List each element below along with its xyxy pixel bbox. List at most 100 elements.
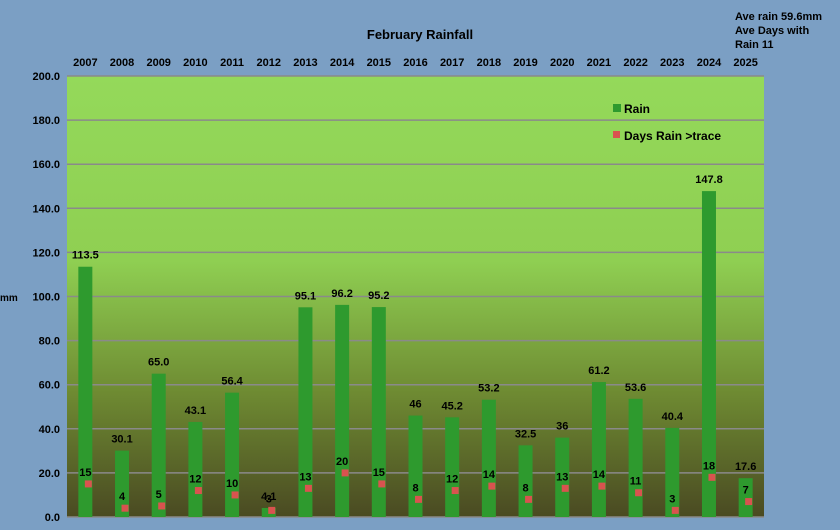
days-marker [84,480,92,488]
rain-data-label: 32.5 [515,428,536,440]
x-tick-label: 2011 [220,57,244,69]
rain-data-label: 40.4 [662,411,684,423]
days-data-label: 20 [336,456,348,468]
days-data-label: 5 [156,489,162,501]
legend-days-label: Days Rain >trace [624,129,721,143]
rain-data-label: 53.2 [478,383,499,395]
rain-data-label: 61.2 [588,365,609,377]
x-tick-label: 2017 [440,57,464,69]
days-marker [745,498,753,506]
x-tick-label: 2025 [733,57,757,69]
x-tick-label: 2012 [257,57,281,69]
rain-bar [518,445,533,517]
x-tick-label: 2018 [477,57,501,69]
days-data-label: 8 [522,482,528,494]
rain-bar [188,421,203,517]
days-data-label: 11 [630,476,642,488]
days-marker [488,482,496,490]
days-data-label: 3 [669,493,675,505]
rain-bar [78,266,93,517]
days-marker [268,506,276,514]
rain-bar [701,191,716,517]
legend-rain-label: Rain [624,102,650,116]
y-tick-label: 140.0 [32,203,60,215]
x-tick-label: 2016 [403,57,427,69]
rain-data-label: 95.2 [368,290,389,302]
x-tick-label: 2015 [367,57,391,69]
rain-bar [408,415,423,517]
rain-bar [445,417,460,517]
rain-data-label: 30.1 [111,434,132,446]
rain-bar [115,450,130,517]
y-tick-label: 80.0 [39,336,60,348]
y-tick-label: 40.0 [39,424,60,436]
days-data-label: 13 [556,471,568,483]
rain-bar [225,392,240,517]
x-tick-label: 2010 [183,57,207,69]
rain-bar [371,307,386,517]
days-marker [451,487,459,495]
x-tick-label: 2009 [146,57,170,69]
y-tick-label: 180.0 [32,115,60,127]
days-marker [671,506,679,514]
rain-data-label: 96.2 [331,288,352,300]
rain-bar [628,398,643,517]
rain-data-label: 65.0 [148,357,169,369]
rain-data-label: 45.2 [441,400,462,412]
rain-data-label: 17.6 [735,461,756,473]
x-tick-label: 2019 [513,57,537,69]
days-data-label: 18 [703,460,715,472]
rain-bar [591,382,606,517]
days-data-label: 15 [79,467,91,479]
gridlines [67,75,764,518]
days-data-label: 8 [412,482,418,494]
rain-data-label: 46 [409,399,421,411]
x-tick-label: 2008 [110,57,134,69]
days-marker [341,469,349,477]
y-tick-label: 120.0 [32,247,60,259]
days-marker [415,495,422,503]
days-data-label: 7 [743,485,749,497]
days-marker [598,482,606,490]
x-tick-label: 2013 [293,57,317,69]
rain-bar [298,307,313,517]
x-tick-label: 2007 [73,57,97,69]
y-tick-label: 0.0 [45,512,60,524]
rain-bar [738,478,753,517]
rain-bar [555,437,570,517]
days-data-label: 12 [189,474,201,486]
y-tick-label: 60.0 [39,380,60,392]
legend-rain-swatch [613,104,621,112]
y-tick-label: 20.0 [39,468,60,480]
annotation-line-1: Ave rain 59.6mm [735,11,822,23]
days-marker [121,504,129,512]
days-marker [635,489,643,497]
days-data-label: 4 [119,491,126,503]
rain-bar [665,427,680,517]
rain-bar [481,399,496,517]
days-marker [304,484,312,492]
markers-group: 15 4 5 12 10 3 13 20 15 8 12 14 8 13 14 11 3 18 7 [79,456,753,514]
rain-data-label: 36 [556,421,568,433]
days-marker [378,480,386,488]
x-tick-label: 2020 [550,57,574,69]
rain-data-label: 53.6 [625,382,646,394]
y-tick-label: 160.0 [32,159,60,171]
x-tick-labels: 2007 2008 2009 2010 2011 2012 2013 2014 2015 2016… [73,57,758,69]
y-tick-labels: 0.0 20.0 40.0 60.0 80.0 100.0 120.0 140.0 160.0 1… [32,71,60,524]
rain-data-label: 147.8 [695,174,723,186]
days-marker [158,502,166,510]
chart-title: February Rainfall [367,27,473,42]
rain-bar [151,373,166,517]
y-tick-label: 100.0 [32,292,60,304]
days-data-label: 12 [446,474,458,486]
days-data-label: 15 [373,467,385,479]
annotation: Ave rain 59.6mm Ave Days with Rain 11 [735,11,822,51]
y-tick-label: 200.0 [32,71,60,83]
x-tick-label: 2023 [660,57,684,69]
days-marker [231,491,239,499]
days-marker [561,484,569,492]
days-marker [708,473,716,481]
rain-data-label: 113.5 [72,250,99,262]
